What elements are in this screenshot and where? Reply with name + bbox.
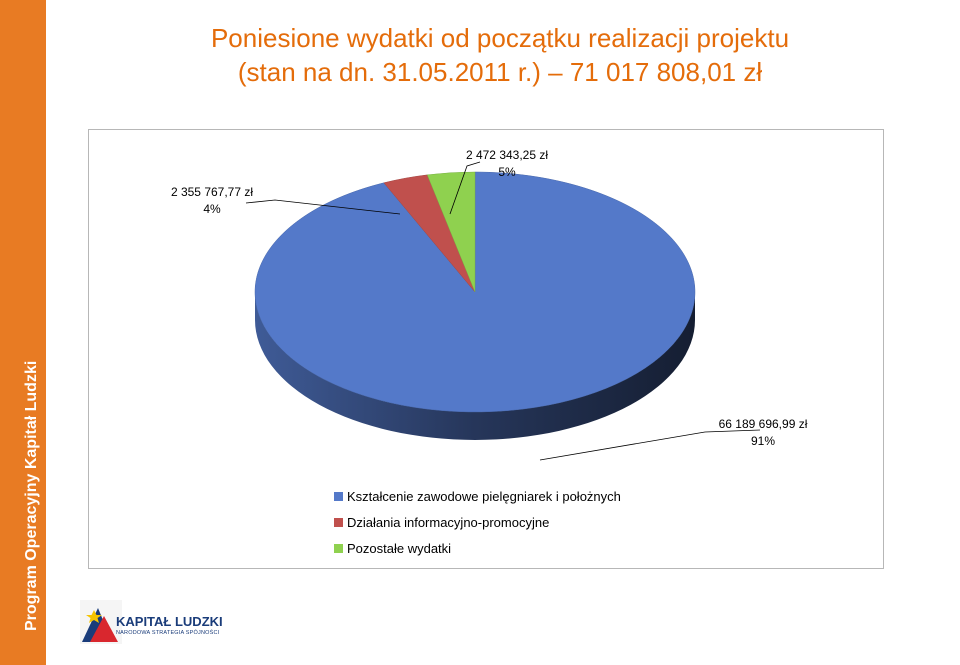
- leader-line-1: [245, 199, 401, 215]
- legend-item-2: Pozostałe wydatki: [334, 539, 451, 557]
- logo-subtitle: NARODOWA STRATEGIA SPÓJNOŚCI: [116, 630, 220, 636]
- legend-label-2: Pozostałe wydatki: [347, 540, 452, 556]
- chart-title-line1: Poniesione wydatki od początku realizacj…: [210, 23, 790, 53]
- pie-side-wall: [255, 292, 695, 440]
- chart-title-line2: (stan na dn. 31.05.2011 r.) – 71 017 808…: [237, 57, 763, 87]
- legend-swatch-0: [334, 491, 343, 501]
- legend-item-1: Działania informacyjno-promocyjne: [334, 513, 549, 531]
- legend-item-0: Kształcenie zawodowe pielęgniarek i poło…: [334, 487, 621, 505]
- pie-slice-2: [426, 171, 476, 293]
- leader-line-0: [539, 429, 761, 461]
- data-label-percent-0: 91%: [751, 434, 775, 448]
- legend-swatch-1: [334, 517, 343, 527]
- logo-name: KAPITAŁ LUDZKI: [116, 614, 223, 629]
- data-label-value-0: 66 189 696,99 zł: [719, 417, 808, 431]
- data-label-value-2: 2 472 343,25 zł: [466, 148, 548, 162]
- sidebar-band: Program Operacyjny Kapitał Ludzki: [0, 0, 46, 665]
- leader-line-2: [449, 161, 481, 215]
- data-label-value-1: 2 355 767,77 zł: [171, 185, 253, 199]
- logo: [60, 590, 235, 650]
- data-label-percent-1: 4%: [203, 202, 221, 216]
- legend-swatch-2: [334, 543, 343, 553]
- logo-mark-icon: [80, 600, 122, 644]
- legend-label-0: Kształcenie zawodowe pielęgniarek i poło…: [347, 488, 621, 504]
- legend-label-1: Działania informacyjno-promocyjne: [347, 514, 550, 530]
- data-label-percent-2: 5%: [498, 165, 516, 179]
